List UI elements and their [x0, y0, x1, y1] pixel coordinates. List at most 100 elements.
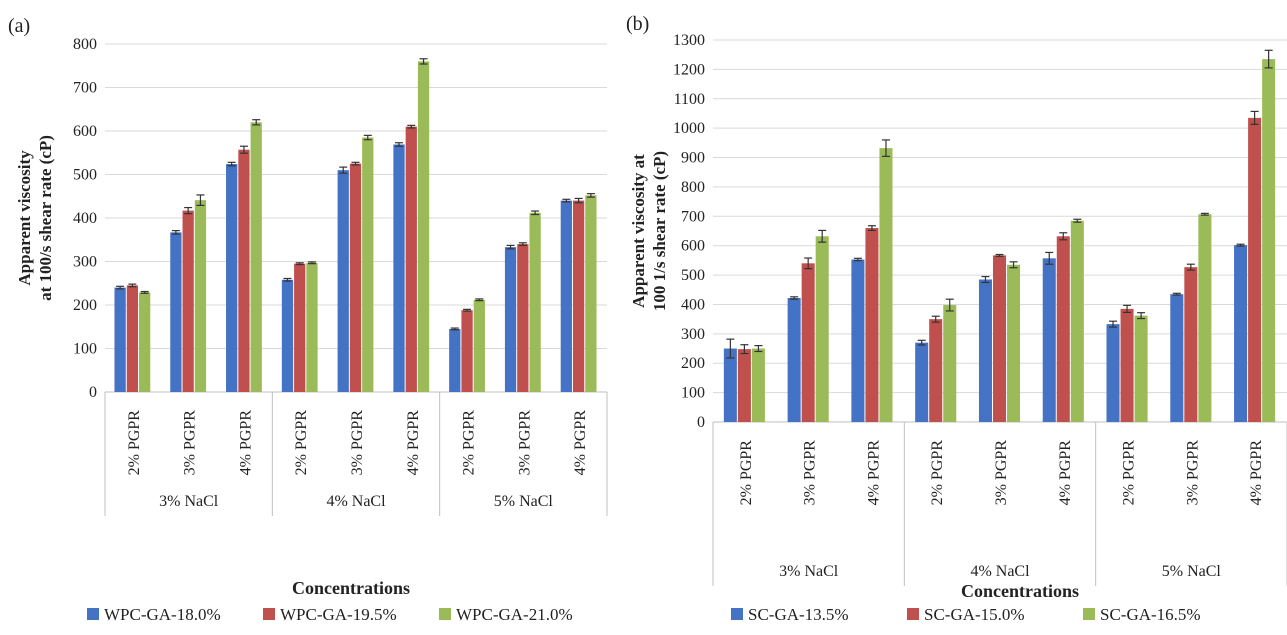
chart2-bar — [915, 342, 929, 422]
chart1-panel-label: (a) — [8, 15, 30, 37]
chart2-group-label: 3% NaCl — [779, 563, 839, 580]
chart1-bar — [139, 292, 151, 392]
chart1-x-tick-label: 3% PGPR — [349, 410, 366, 476]
chart2-bar — [737, 349, 751, 422]
chart1-x-tick-label: 4% PGPR — [405, 410, 422, 476]
chart2-bar — [801, 263, 815, 422]
chart2-bar — [1042, 258, 1056, 422]
chart2-bar — [1170, 294, 1184, 422]
chart2-bar — [1198, 214, 1212, 422]
chart1-y-tick-label: 100 — [73, 341, 97, 358]
chart2-bar — [978, 279, 992, 422]
chart1-bar — [226, 164, 238, 392]
chart1-bar — [281, 279, 294, 392]
chart1-x-tick-label: 3% PGPR — [182, 410, 199, 476]
chart2-y-axis-title-line: Apparent viscosity at — [629, 154, 648, 308]
chart1-x-tick-label: 4% PGPR — [572, 410, 589, 476]
chart2-bar — [1248, 117, 1262, 422]
chart2-y-tick-label: 200 — [681, 355, 705, 372]
chart1-legend-label: WPC-GA-18.0% — [104, 605, 221, 624]
chart2-y-axis-title-line: 100 1/s shear rate (cP) — [650, 151, 669, 311]
chart1-legend-label: WPC-GA-21.0% — [456, 605, 573, 624]
chart2-y-tick-label: 900 — [681, 150, 705, 167]
chart1-bar — [194, 200, 207, 392]
chart2-y-tick-label: 600 — [681, 238, 705, 255]
chart2-bar — [879, 148, 893, 423]
chart2-bar — [865, 228, 879, 422]
chart2-x-tick-label: 3% PGPR — [1184, 440, 1201, 506]
chart2-bar — [1070, 220, 1084, 422]
chart2-legend-swatch — [731, 608, 743, 620]
chart1-group-label: 5% NaCl — [494, 493, 554, 510]
chart2-y-tick-label: 1300 — [673, 32, 705, 49]
chart1-y-tick-label: 300 — [73, 254, 97, 271]
chart2-y-tick-label: 100 — [681, 385, 705, 402]
chart1-x-tick-label: 4% PGPR — [237, 410, 254, 476]
chart2-x-axis-title: Concentrations — [961, 581, 1079, 601]
chart2-bar — [787, 297, 801, 422]
chart1-bar — [449, 328, 461, 392]
chart1-y-tick-label: 400 — [73, 210, 97, 227]
chart1-bar — [250, 122, 262, 393]
chart1-x-tick-label: 2% PGPR — [461, 410, 478, 476]
chart2-legend-swatch — [1083, 608, 1095, 620]
chart1-bar — [560, 200, 572, 392]
chart1-bar — [529, 212, 541, 392]
chart1-x-tick-label: 2% PGPR — [293, 410, 310, 476]
chart2-bar — [1134, 315, 1148, 422]
chart2-panel-label: (b) — [626, 13, 649, 35]
chart2-legend-label: SC-GA-16.5% — [1100, 605, 1201, 624]
chart1-y-tick-label: 600 — [73, 123, 97, 140]
chart2-group-label: 4% NaCl — [970, 563, 1030, 580]
chart2-y-tick-label: 400 — [681, 296, 705, 313]
chart1-y-axis-title-line: Apparent viscosity — [15, 150, 34, 286]
chart1-bar — [405, 126, 417, 393]
chart1-bar — [306, 262, 318, 392]
chart1-bar — [393, 144, 405, 392]
chart2-y-tick-label: 700 — [681, 208, 705, 225]
chart2-x-tick-label: 3% PGPR — [802, 440, 819, 506]
chart1-legend-swatch — [87, 608, 99, 620]
chart2-y-tick-label: 300 — [681, 326, 705, 343]
chart2-bar — [815, 236, 829, 422]
chart1-bar — [337, 170, 349, 392]
chart2-legend-label: SC-GA-15.0% — [924, 605, 1025, 624]
chart2-legend-label: SC-GA-13.5% — [748, 605, 849, 624]
chart1-bar — [504, 247, 517, 392]
chart2-bar — [992, 255, 1007, 422]
chart2-bar — [1184, 267, 1198, 422]
chart1-bar — [417, 61, 430, 393]
chart2-legend-swatch — [907, 608, 919, 620]
chart1-y-tick-label: 200 — [73, 297, 97, 314]
chart1-x-axis-title: Concentrations — [292, 578, 410, 598]
chart2-bar — [943, 305, 957, 422]
chart2-x-tick-label: 4% PGPR — [1248, 440, 1265, 506]
chart1-group-label: 4% NaCl — [326, 493, 386, 510]
chart2-group-label: 5% NaCl — [1162, 563, 1222, 580]
chart1-bar — [126, 285, 139, 392]
chart1-y-tick-label: 0 — [89, 384, 97, 401]
chart2-x-tick-label: 2% PGPR — [929, 440, 946, 506]
chart1-bar — [517, 244, 529, 392]
chart2-bar — [1120, 308, 1134, 422]
chart1-y-tick-label: 700 — [73, 80, 97, 97]
chart2-y-tick-label: 1100 — [674, 91, 705, 108]
chart1-legend-swatch — [439, 608, 451, 620]
chart1-bar — [114, 287, 126, 392]
chart1-bar — [294, 263, 306, 392]
chart2-x-tick-label: 2% PGPR — [1121, 440, 1138, 506]
chart2-bar — [1007, 264, 1021, 422]
chart1-bar — [170, 232, 182, 392]
chart2-y-axis-title: Apparent viscosity at 100 1/s shear rate … — [629, 151, 669, 311]
chart1-x-tick-label: 3% PGPR — [516, 410, 533, 476]
chart2-bar — [1234, 245, 1248, 422]
chart1-y-tick-label: 800 — [73, 36, 97, 53]
chart2-y-tick-label: 1200 — [673, 61, 705, 78]
chart2-x-tick-label: 2% PGPR — [738, 440, 755, 506]
chart2-y-tick-label: 0 — [697, 414, 705, 431]
chart1-bar — [473, 299, 485, 392]
chart2-x-tick-label: 4% PGPR — [865, 440, 882, 506]
chart1-bar — [362, 137, 374, 392]
chart2-x-tick-label: 4% PGPR — [1057, 440, 1074, 506]
